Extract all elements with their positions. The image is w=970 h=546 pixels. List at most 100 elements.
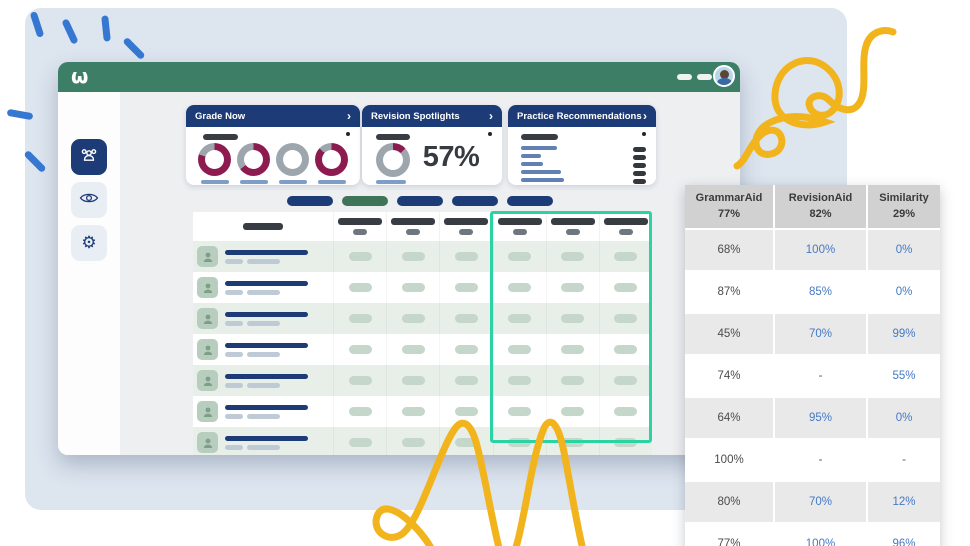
donut-underline <box>200 180 229 184</box>
score-row: 100% - - <box>685 438 940 480</box>
skeleton-pill <box>508 376 532 385</box>
score-placeholder-cell <box>598 365 652 396</box>
header-menu-pill[interactable] <box>697 74 712 80</box>
score-cell[interactable]: 70% <box>775 314 868 354</box>
student-row[interactable] <box>193 303 652 334</box>
score-column-label: RevisionAid <box>788 191 853 204</box>
revision-average-value: 57% <box>422 141 480 173</box>
sidebar-item-settings[interactable]: ⚙ <box>71 225 107 261</box>
student-row[interactable] <box>193 334 652 365</box>
score-cell[interactable]: 0% <box>895 286 913 298</box>
score-table-header: GrammarAid 77% RevisionAid 82% Similarity 29% <box>685 185 940 228</box>
score-cell: 100% <box>685 440 775 480</box>
skeleton-pill <box>225 382 243 388</box>
score-placeholder-cell <box>598 396 652 427</box>
score-cell: 45% <box>685 314 775 354</box>
skeleton-name-bar <box>225 249 308 255</box>
student-row[interactable] <box>193 241 652 272</box>
skeleton-pill <box>247 258 280 264</box>
sidebar-item-students[interactable] <box>71 139 107 175</box>
score-cell[interactable]: 0% <box>895 412 913 424</box>
skeleton-line <box>521 146 557 150</box>
score-placeholder-cell <box>492 427 546 455</box>
student-row[interactable] <box>193 396 652 427</box>
score-cell[interactable]: 12% <box>892 496 916 508</box>
student-cell <box>193 272 333 303</box>
student-name-skeleton <box>225 342 308 357</box>
score-cell[interactable]: 70% <box>775 482 868 522</box>
revision-spotlights-header[interactable]: Revision Spotlights › <box>362 105 502 127</box>
class-tab-pill[interactable] <box>287 196 333 206</box>
score-placeholder-cell <box>333 334 386 365</box>
practice-body <box>508 127 656 186</box>
revision-body: 57% <box>362 127 502 184</box>
student-name-skeleton <box>225 249 308 264</box>
app-window: ω <box>58 62 740 455</box>
student-avatar-icon <box>197 277 218 298</box>
skeleton-list-item <box>633 179 646 184</box>
score-cell[interactable]: 0% <box>895 244 913 256</box>
header-menu-pill[interactable] <box>677 74 692 80</box>
class-tab-pill[interactable] <box>342 196 388 206</box>
roster-score-column-header[interactable] <box>386 212 439 241</box>
skeleton-pill <box>508 438 532 447</box>
student-name-skeleton <box>225 311 308 326</box>
roster-score-column-header[interactable] <box>545 212 599 241</box>
skeleton-subtext <box>225 258 308 264</box>
skeleton-pill <box>561 438 585 447</box>
skeleton-list-item <box>633 147 646 152</box>
student-cell <box>193 396 333 427</box>
score-cell[interactable]: 55% <box>892 370 916 382</box>
grade-now-header[interactable]: Grade Now › <box>186 105 360 127</box>
skeleton-bar <box>243 223 283 230</box>
score-placeholder-cell <box>439 396 492 427</box>
skeleton-pill <box>247 413 280 419</box>
score-row: 87% 85% 0% <box>685 270 940 312</box>
score-table: GrammarAid 77% RevisionAid 82% Similarity 29%… <box>685 185 940 546</box>
score-placeholder-cell <box>333 241 386 272</box>
skeleton-pill <box>614 407 638 416</box>
app-logo[interactable]: ω <box>71 64 89 88</box>
skeleton-list-item <box>633 155 646 160</box>
score-cell[interactable]: 85% <box>775 272 868 312</box>
score-cell[interactable]: 95% <box>775 398 868 438</box>
score-placeholder-cell <box>439 365 492 396</box>
score-column-header: GrammarAid 77% <box>685 185 775 228</box>
roster-score-column-header[interactable] <box>598 212 652 241</box>
user-avatar[interactable] <box>713 65 735 87</box>
score-cell[interactable]: 100% <box>775 230 868 270</box>
revision-spotlights-card: Revision Spotlights › 57% <box>362 105 502 185</box>
skeleton-pill <box>561 252 585 261</box>
score-column-header: RevisionAid 82% <box>775 185 868 228</box>
score-placeholder-cell <box>386 365 439 396</box>
skeleton-pill <box>247 444 280 450</box>
score-placeholder-cell <box>492 303 546 334</box>
skeleton-pill <box>401 283 425 292</box>
student-avatar-icon <box>197 432 218 453</box>
student-row[interactable] <box>193 272 652 303</box>
skeleton-subtext <box>225 320 308 326</box>
roster-score-column-header[interactable] <box>439 212 492 241</box>
skeleton-list-item <box>633 171 646 176</box>
class-tab-pill[interactable] <box>452 196 498 206</box>
score-cell[interactable]: 96% <box>892 538 916 546</box>
student-row[interactable] <box>193 365 652 396</box>
skeleton-bar <box>444 218 489 225</box>
class-tab-pill[interactable] <box>397 196 443 206</box>
score-column-average: 29% <box>892 207 916 220</box>
skeleton-pill <box>247 382 280 388</box>
score-cell[interactable]: 99% <box>892 328 916 340</box>
score-cell[interactable]: 100% <box>775 524 868 546</box>
sidebar-item-review[interactable] <box>71 182 107 218</box>
roster-score-column-header[interactable] <box>333 212 386 241</box>
student-row[interactable] <box>193 427 652 455</box>
skeleton-pill <box>401 376 425 385</box>
score-row: 77% 100% 96% <box>685 522 940 546</box>
practice-recommendations-header[interactable]: Practice Recommendations › <box>508 105 656 127</box>
roster-score-column-header[interactable] <box>492 212 546 241</box>
skeleton-bar <box>603 218 648 225</box>
skeleton-pill <box>225 444 243 450</box>
chevron-right-icon: › <box>347 109 351 123</box>
donut-underline <box>239 180 268 184</box>
class-tab-pill[interactable] <box>507 196 553 206</box>
